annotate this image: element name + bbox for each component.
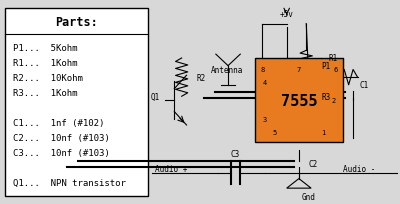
Text: R1...  1Kohm: R1... 1Kohm bbox=[13, 59, 78, 68]
Text: C2...  10nf (#103): C2... 10nf (#103) bbox=[13, 133, 110, 142]
Text: Q1: Q1 bbox=[150, 92, 160, 101]
Text: C2: C2 bbox=[309, 159, 318, 168]
Text: C3...  10nf (#103): C3... 10nf (#103) bbox=[13, 148, 110, 157]
Bar bbox=[5, 9, 148, 196]
Text: Antenna: Antenna bbox=[211, 66, 243, 75]
Text: Audio -: Audio - bbox=[343, 164, 375, 173]
Text: 3: 3 bbox=[262, 116, 266, 122]
Text: 5: 5 bbox=[272, 129, 277, 135]
Text: R2: R2 bbox=[196, 73, 206, 82]
Text: +5v: +5v bbox=[280, 10, 294, 19]
Text: 6: 6 bbox=[334, 66, 338, 72]
Bar bbox=[255, 59, 343, 143]
Text: C3: C3 bbox=[231, 149, 240, 158]
Text: R1: R1 bbox=[328, 54, 338, 63]
Text: 2: 2 bbox=[331, 98, 336, 104]
Text: 8: 8 bbox=[260, 66, 264, 72]
Text: C1...  1nf (#102): C1... 1nf (#102) bbox=[13, 119, 105, 128]
Text: 1: 1 bbox=[321, 129, 326, 135]
Text: P1...  5Kohm: P1... 5Kohm bbox=[13, 44, 78, 53]
Text: Q1...  NPN transistor: Q1... NPN transistor bbox=[13, 178, 126, 187]
Text: 4: 4 bbox=[262, 79, 266, 85]
Text: R2...  10Kohm: R2... 10Kohm bbox=[13, 74, 83, 83]
Text: R3: R3 bbox=[321, 92, 330, 101]
Text: Audio +: Audio + bbox=[155, 164, 187, 173]
Text: 7: 7 bbox=[297, 66, 301, 72]
Text: Parts:: Parts: bbox=[56, 16, 98, 29]
Text: 7555: 7555 bbox=[281, 93, 317, 108]
Text: P1: P1 bbox=[321, 62, 330, 71]
Text: Gnd: Gnd bbox=[301, 192, 315, 201]
Text: R3...  1Kohm: R3... 1Kohm bbox=[13, 89, 78, 98]
Text: C1: C1 bbox=[360, 81, 369, 90]
